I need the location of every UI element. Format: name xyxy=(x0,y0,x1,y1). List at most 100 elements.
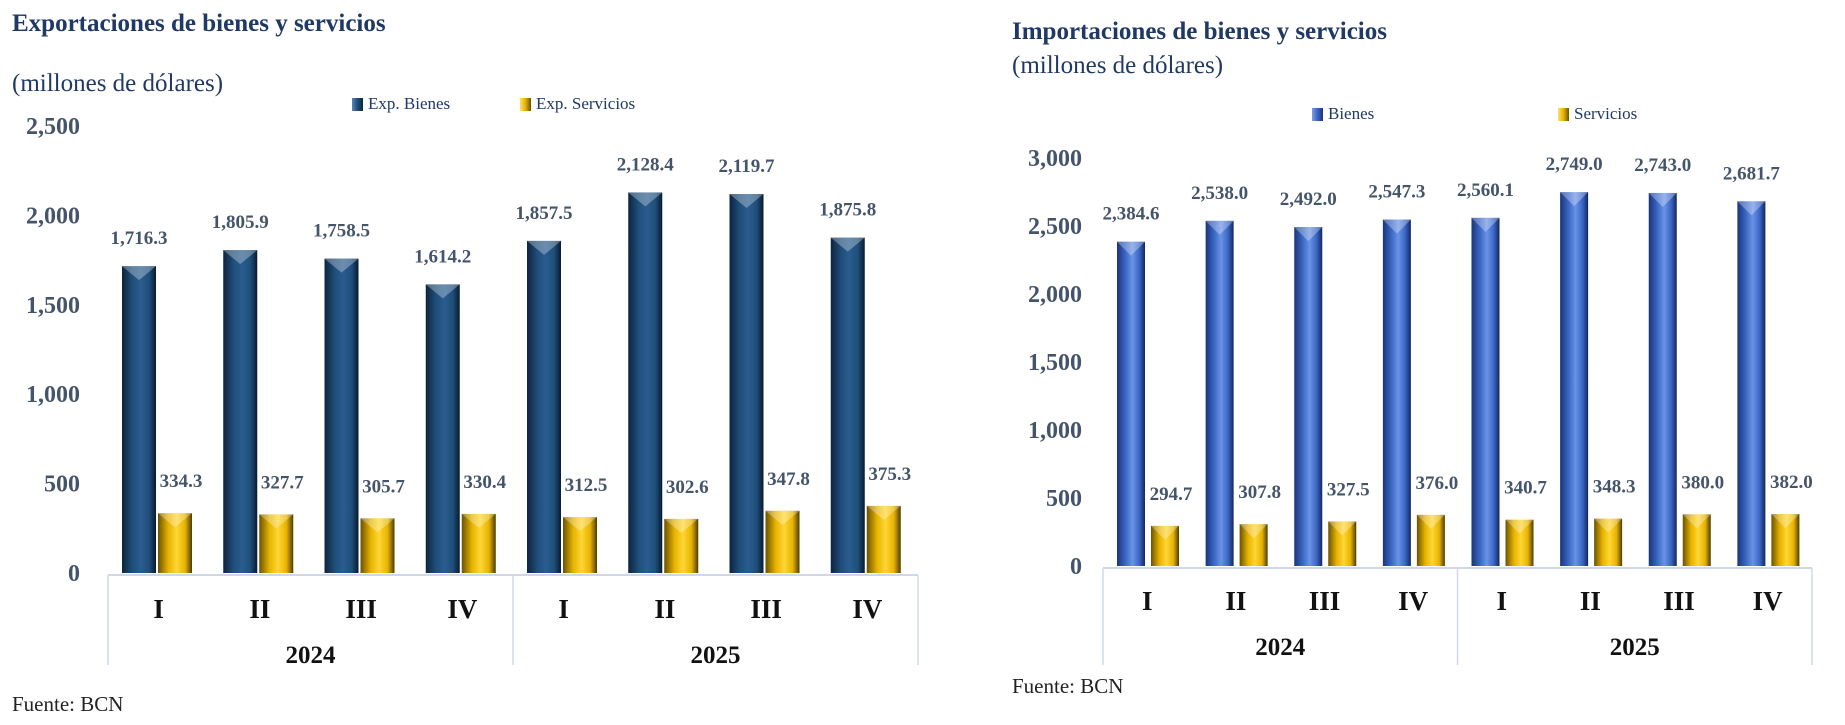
bar-bevel xyxy=(223,250,258,265)
bar xyxy=(1328,521,1357,566)
data-label: 2,560.1 xyxy=(1457,180,1514,201)
chart-subtitle: (millones de dólares) xyxy=(12,70,224,97)
x-tick-label: II xyxy=(1580,586,1601,616)
bar xyxy=(1560,192,1589,567)
bar-bevel xyxy=(425,284,460,299)
bar xyxy=(628,192,663,573)
data-label: 2,119.7 xyxy=(719,156,775,177)
data-label: 1,857.5 xyxy=(516,203,573,224)
data-label: 376.0 xyxy=(1416,473,1459,494)
bar-bevel xyxy=(1416,514,1445,529)
exports-chart: Exportaciones de bienes y servicios (mil… xyxy=(12,10,919,716)
x-tick-label: I xyxy=(1142,586,1153,616)
bar xyxy=(1205,220,1234,566)
bar xyxy=(1648,192,1677,566)
data-label: 2,492.0 xyxy=(1280,189,1337,210)
bar xyxy=(563,517,597,573)
data-label: 330.4 xyxy=(463,472,506,493)
legend-swatch xyxy=(1312,107,1323,121)
y-tick-label: 1,500 xyxy=(1028,350,1082,376)
bar xyxy=(1594,518,1623,566)
y-tick-label: 1,500 xyxy=(26,293,80,319)
bar xyxy=(425,284,460,573)
y-tick-label: 2,500 xyxy=(26,114,80,140)
x-group-label: 2024 xyxy=(286,642,337,669)
bar-bevel xyxy=(765,510,800,525)
x-tick-label: II xyxy=(249,594,270,624)
bar xyxy=(324,258,359,573)
x-group-label: 2025 xyxy=(691,642,741,669)
bar xyxy=(1294,227,1323,566)
legend-item-exp-bienes: Exp. Bienes xyxy=(352,94,450,114)
bar-bevel xyxy=(461,513,496,528)
x-tick-label: I xyxy=(153,594,164,624)
bar xyxy=(259,514,294,573)
bar-bevel xyxy=(866,505,901,520)
y-tick-label: 2,500 xyxy=(1028,214,1082,240)
bar-bevel xyxy=(1471,217,1500,232)
legend-item-servicios: Servicios xyxy=(1558,104,1637,124)
y-tick-label: 0 xyxy=(68,561,80,587)
x-tick-label: II xyxy=(654,594,675,624)
chart-title: Importaciones de bienes y servicios xyxy=(1012,18,1387,45)
x-group-label: 2025 xyxy=(1610,634,1660,661)
bar-bevel xyxy=(1205,220,1234,235)
y-tick-label: 2,000 xyxy=(1028,282,1082,308)
bar xyxy=(1682,514,1711,566)
data-label: 2,547.3 xyxy=(1368,182,1425,203)
bar-bevel xyxy=(1648,192,1677,207)
bar xyxy=(1382,219,1411,566)
legend-swatch xyxy=(520,97,531,111)
bar-bevel xyxy=(1294,227,1323,242)
data-label: 1,805.9 xyxy=(212,212,269,233)
bar xyxy=(1771,514,1800,566)
bar xyxy=(765,510,800,573)
data-label: 382.0 xyxy=(1770,472,1813,493)
data-label: 305.7 xyxy=(362,476,405,497)
bar xyxy=(223,250,258,573)
bar xyxy=(461,513,496,573)
chart-subtitle: (millones de dólares) xyxy=(1012,52,1224,79)
y-tick-label: 0 xyxy=(1070,554,1082,580)
x-tick-label: III xyxy=(1663,586,1695,616)
bar xyxy=(729,193,764,574)
legend-label: Bienes xyxy=(1328,104,1375,123)
x-tick-label: IV xyxy=(852,594,883,624)
bar-bevel xyxy=(1117,241,1145,256)
bar-bevel xyxy=(324,258,359,273)
bar-bevel xyxy=(628,192,663,207)
bar-bevel xyxy=(1328,521,1357,536)
data-label: 307.8 xyxy=(1238,482,1281,503)
legend-label: Exp. Servicios xyxy=(536,94,636,113)
bar-bevel xyxy=(1382,219,1411,234)
data-label: 347.8 xyxy=(767,469,810,490)
bar xyxy=(1505,519,1534,566)
bar-bevel xyxy=(1771,514,1800,529)
bar-bevel xyxy=(158,513,192,528)
bar xyxy=(527,240,561,573)
data-label: 348.3 xyxy=(1593,477,1636,498)
legend-swatch xyxy=(352,97,363,111)
data-label: 327.5 xyxy=(1327,479,1370,500)
y-tick-label: 2,000 xyxy=(26,203,80,229)
y-tick-label: 500 xyxy=(44,472,80,498)
bar xyxy=(1471,217,1500,566)
data-label: 2,538.0 xyxy=(1191,183,1248,204)
x-tick-label: III xyxy=(1309,586,1341,616)
bar-bevel xyxy=(830,237,865,252)
bar-bevel xyxy=(1594,518,1623,533)
bar-bevel xyxy=(563,517,597,532)
x-tick-label: IV xyxy=(1398,586,1429,616)
y-tick-label: 1,000 xyxy=(26,382,80,408)
bar xyxy=(664,518,699,573)
bar xyxy=(1737,201,1766,566)
x-tick-label: I xyxy=(1497,586,1508,616)
bar xyxy=(158,513,192,573)
source-note: Fuente: BCN xyxy=(12,692,124,716)
bar-bevel xyxy=(664,518,699,533)
data-label: 2,743.0 xyxy=(1634,155,1691,176)
legend-label: Servicios xyxy=(1574,104,1638,123)
